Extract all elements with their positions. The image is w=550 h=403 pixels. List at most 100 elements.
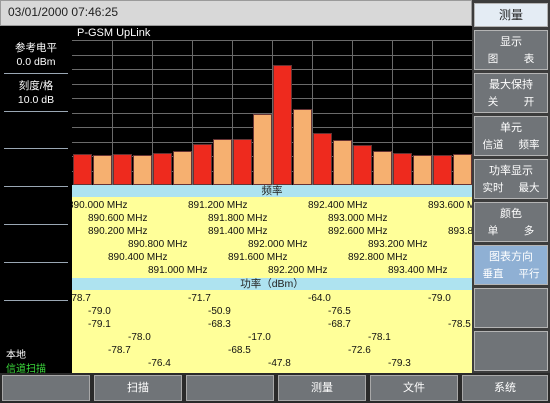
chart-orientation-softkey[interactable]: 图表方向 垂直 平行 <box>474 245 548 285</box>
softkey-option: 平行 <box>518 268 540 280</box>
frequency-cell: 893.400 MHz <box>388 265 448 276</box>
power-cell: -78.7 <box>72 293 91 304</box>
display-mode-softkey[interactable]: 显示 图 表 <box>474 30 548 70</box>
power-cell: -76.4 <box>148 358 171 369</box>
frequency-cell: 893.200 MHz <box>368 239 428 250</box>
bottom-softkey-blank[interactable] <box>186 375 274 401</box>
power-cell: -72.6 <box>348 345 371 356</box>
softkey-option: 单 <box>487 225 499 237</box>
spectrum-bar-chart <box>72 26 472 185</box>
channel-power-bar <box>253 113 272 185</box>
frequency-cell: 891.600 MHz <box>228 252 288 263</box>
channel-power-bar <box>293 109 312 185</box>
scale-value: 10.0 dB <box>17 94 55 106</box>
left-info-panel <box>0 26 72 373</box>
grid-line <box>72 127 472 128</box>
frequency-cell: 891.400 MHz <box>208 226 268 237</box>
grid-line <box>72 98 472 99</box>
power-cell: -78.0 <box>128 332 151 343</box>
measure-menu-header[interactable]: 测量 <box>474 3 548 27</box>
datetime-display: 03/01/2000 07:46:25 <box>8 5 119 19</box>
bottom-softkey-file[interactable]: 文件 <box>370 375 458 401</box>
bottom-softkey-system[interactable]: 系统 <box>462 375 548 401</box>
softkey-option: 频率 <box>518 139 540 151</box>
power-cell: -78.5 <box>448 319 471 330</box>
power-table: 功率（dBm） -78.7 -71.7 -64.0 -79.0 -79.0 -50.9 -7… <box>72 277 472 373</box>
softkey-option: 实时 <box>482 182 504 194</box>
frequency-cell: 892.000 MHz <box>248 239 308 250</box>
power-cell: -64.0 <box>308 293 331 304</box>
channel-power-bar <box>193 143 212 185</box>
left-divider <box>4 111 68 112</box>
softkey-option: 信道 <box>482 139 504 151</box>
frequency-table-header: 频率 <box>72 185 472 197</box>
bottom-softkey-bar <box>0 373 550 403</box>
channel-power-bar <box>213 139 232 185</box>
softkey-option: 表 <box>523 53 535 65</box>
scale-label: 刻度/格 <box>18 80 54 92</box>
power-cell: -17.0 <box>248 332 271 343</box>
power-cell: -78.1 <box>368 332 391 343</box>
power-cell: -76.5 <box>328 306 351 317</box>
frequency-cell: 891.000 MHz <box>148 265 208 276</box>
grid-line <box>72 54 472 56</box>
softkey-title: 图表方向 <box>489 251 533 263</box>
frequency-cell: 892.200 MHz <box>268 265 328 276</box>
softkey-title: 显示 <box>500 36 522 48</box>
softkey-option: 开 <box>523 96 535 108</box>
bottom-softkey-blank[interactable] <box>2 375 90 401</box>
power-cell: -68.5 <box>228 345 251 356</box>
softkey-option: 图 <box>487 53 499 65</box>
scan-mode-label: 信道扫描 <box>6 364 46 375</box>
softkey-option: 关 <box>487 96 499 108</box>
unit-softkey[interactable]: 单元 信道 频率 <box>474 116 548 156</box>
blank-softkey[interactable] <box>474 288 548 328</box>
softkey-title: 功率显示 <box>489 165 533 177</box>
power-cell: -50.9 <box>208 306 231 317</box>
power-cell: -68.3 <box>208 319 231 330</box>
frequency-cell: 893.000 MHz <box>328 213 388 224</box>
left-divider <box>4 262 68 263</box>
frequency-cell: 892.800 MHz <box>348 252 408 263</box>
blank-softkey[interactable] <box>474 331 548 371</box>
power-cell: -79.1 <box>88 319 111 330</box>
power-cell: -47.8 <box>268 358 291 369</box>
power-display-softkey[interactable]: 功率显示 实时 最大 <box>474 159 548 199</box>
bottom-softkey-scan[interactable]: 扫描 <box>94 375 182 401</box>
left-divider <box>4 300 68 301</box>
grid-line <box>72 112 472 114</box>
max-hold-softkey[interactable]: 最大保持 关 开 <box>474 73 548 113</box>
grid-line <box>72 156 472 157</box>
grid-line <box>72 40 472 41</box>
channel-power-bar <box>93 154 112 185</box>
frequency-cell: 890.400 MHz <box>108 252 168 263</box>
ref-level-value: 0.0 dBm <box>16 56 56 68</box>
grid-line <box>72 170 472 172</box>
channel-power-bar <box>233 139 252 185</box>
frequency-cell: 891.800 MHz <box>208 213 268 224</box>
ref-level-label: 参考电平 <box>15 42 57 54</box>
frequency-cell: 891.200 MHz <box>188 200 248 211</box>
bottom-softkey-measure[interactable]: 测量 <box>278 375 366 401</box>
color-softkey[interactable]: 颜色 单 多 <box>474 202 548 242</box>
status-bar <box>0 0 472 26</box>
channel-power-bar <box>413 155 432 185</box>
frequency-cell: 892.400 MHz <box>308 200 368 211</box>
channel-power-bar <box>273 64 292 185</box>
power-cell: -79.0 <box>428 293 451 304</box>
frequency-cell: 890.200 MHz <box>88 226 148 237</box>
softkey-title: 最大保持 <box>489 79 533 91</box>
left-divider <box>4 186 68 187</box>
power-cell: -78.7 <box>108 345 131 356</box>
left-divider <box>4 73 68 74</box>
local-mode-label: 本地 <box>6 350 26 361</box>
frequency-cell: 890.000 MHz <box>72 200 128 211</box>
power-cell: -68.7 <box>328 319 351 330</box>
channel-power-bar <box>173 150 192 185</box>
power-cell: -79.0 <box>88 306 111 317</box>
softkey-option: 多 <box>523 225 535 237</box>
softkey-title: 颜色 <box>500 208 522 220</box>
power-table-header: 功率（dBm） <box>72 278 472 290</box>
softkey-title: 单元 <box>500 122 522 134</box>
frequency-cell: 890.800 MHz <box>128 239 188 250</box>
